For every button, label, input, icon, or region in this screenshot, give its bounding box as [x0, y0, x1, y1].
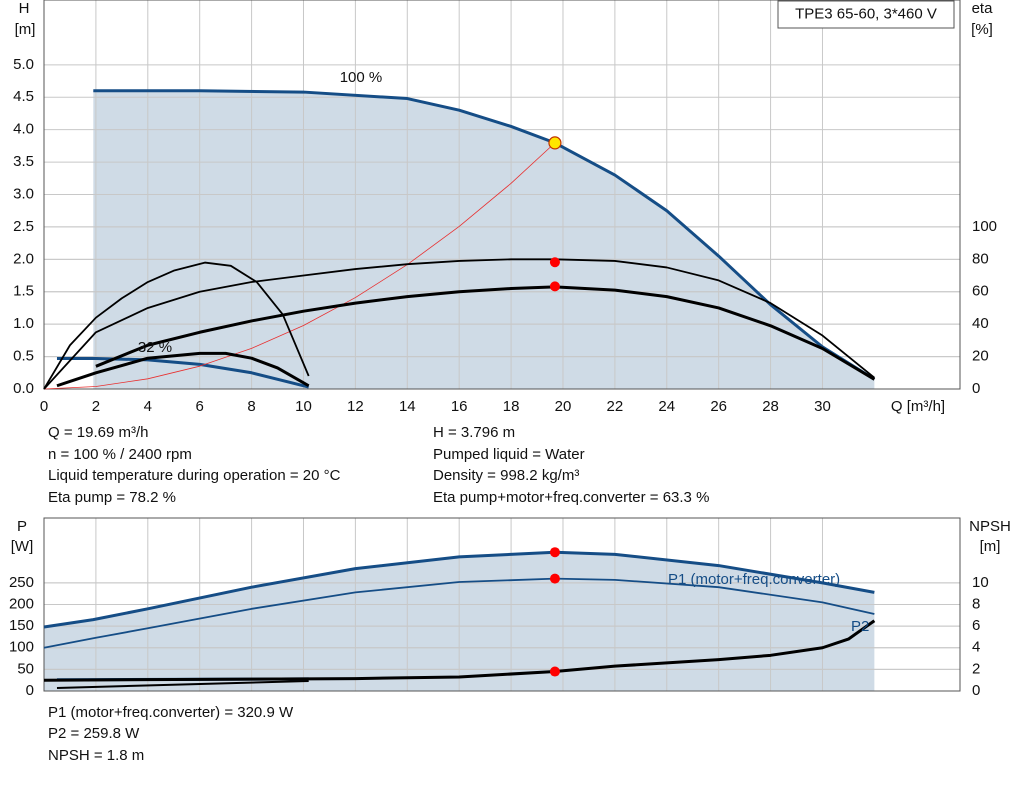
y-tick-label: 1.5	[13, 283, 34, 300]
y2-tick-label: 8	[972, 595, 980, 612]
y-axis-title: [W]	[11, 538, 34, 555]
operating-point	[549, 281, 560, 292]
x-axis-title: Q [m³/h]	[891, 398, 945, 415]
annotation: 100 %	[340, 69, 383, 86]
plot	[43, 518, 960, 692]
operating-point	[549, 573, 560, 584]
y-tick-label: 50	[17, 660, 34, 677]
annotation: 32 %	[138, 339, 172, 356]
x-tick-label: 28	[762, 398, 779, 415]
operating-point	[549, 257, 560, 268]
curve	[56, 357, 310, 389]
y2-tick-label: 60	[972, 283, 989, 300]
curve	[95, 285, 876, 381]
y2-axis-title: NPSH	[969, 518, 1011, 535]
y2-axis-title: [m]	[980, 538, 1001, 555]
y-tick-label: 2.5	[13, 218, 34, 235]
annotation: P2	[851, 618, 869, 635]
info-text: Liquid temperature during operation = 20…	[48, 467, 341, 484]
operating-point	[549, 666, 560, 677]
y2-tick-label: 0	[972, 380, 980, 397]
operating-point	[549, 547, 560, 558]
y2-tick-label: 40	[972, 315, 989, 332]
info-text: P2 = 259.8 W	[48, 725, 140, 742]
info-text: Eta pump = 78.2 %	[48, 489, 176, 506]
info-text: Density = 998.2 kg/m³	[433, 467, 579, 484]
curve	[43, 258, 875, 390]
x-tick-label: 22	[607, 398, 624, 415]
curve	[56, 351, 310, 388]
info-text: NPSH = 1.8 m	[48, 747, 144, 764]
y-tick-label: 3.0	[13, 185, 34, 202]
y-axis-title: H	[19, 0, 30, 17]
plot	[43, 0, 960, 390]
y-tick-label: 5.0	[13, 56, 34, 73]
y-tick-label: 250	[9, 574, 34, 591]
curve	[43, 550, 875, 629]
y2-tick-label: 4	[972, 639, 980, 656]
info-text: P1 (motor+freq.converter) = 320.9 W	[48, 704, 294, 721]
x-tick-label: 2	[92, 398, 100, 415]
curve	[43, 261, 310, 390]
y2-tick-label: 20	[972, 348, 989, 365]
y2-tick-label: 2	[972, 660, 980, 677]
y2-tick-label: 100	[972, 218, 997, 235]
y-tick-label: 1.0	[13, 315, 34, 332]
y-tick-label: 2.0	[13, 250, 34, 267]
info-text: Pumped liquid = Water	[433, 446, 585, 463]
x-tick-label: 12	[347, 398, 364, 415]
y-tick-label: 200	[9, 595, 34, 612]
y-axis-title: [m]	[15, 21, 36, 38]
y-tick-label: 0.0	[13, 380, 34, 397]
product-box	[777, 0, 955, 29]
y-tick-label: 4.0	[13, 121, 34, 138]
info-text: Eta pump+motor+freq.converter = 63.3 %	[433, 489, 709, 506]
curve	[43, 619, 876, 682]
operating-point	[548, 136, 562, 150]
x-tick-label: 26	[710, 398, 727, 415]
curve	[43, 142, 556, 390]
y2-axis-title: eta	[972, 0, 994, 17]
info-text: H = 3.796 m	[433, 424, 515, 441]
curve	[56, 680, 309, 689]
x-tick-label: 0	[40, 398, 48, 415]
info-text: Q = 19.69 m³/h	[48, 424, 148, 441]
y-tick-label: 0	[26, 682, 34, 699]
plot-frame	[43, 517, 961, 692]
y-tick-label: 150	[9, 617, 34, 634]
x-tick-label: 8	[247, 398, 255, 415]
product-label: TPE3 65-60, 3*460 V	[795, 5, 937, 22]
x-tick-label: 30	[814, 398, 831, 415]
x-tick-label: 20	[555, 398, 572, 415]
info-text: n = 100 % / 2400 rpm	[48, 446, 192, 463]
y2-axis-title: [%]	[971, 21, 993, 38]
x-tick-label: 4	[144, 398, 152, 415]
y2-tick-label: 6	[972, 617, 980, 634]
annotation: P1 (motor+freq.converter)	[668, 571, 840, 588]
y2-tick-label: 0	[972, 682, 980, 699]
operating-area	[93, 90, 875, 390]
y2-tick-label: 10	[972, 574, 989, 591]
y2-tick-label: 80	[972, 250, 989, 267]
curve	[43, 577, 875, 649]
y-tick-label: 3.5	[13, 153, 34, 170]
y-tick-label: 4.5	[13, 88, 34, 105]
y-tick-label: 100	[9, 639, 34, 656]
x-tick-label: 14	[399, 398, 416, 415]
x-tick-label: 16	[451, 398, 468, 415]
x-tick-label: 24	[658, 398, 675, 415]
y-axis-title: P	[17, 518, 27, 535]
x-tick-label: 6	[196, 398, 204, 415]
y-tick-label: 0.5	[13, 348, 34, 365]
x-tick-label: 18	[503, 398, 520, 415]
x-tick-label: 10	[295, 398, 312, 415]
plot-frame	[43, 0, 961, 390]
